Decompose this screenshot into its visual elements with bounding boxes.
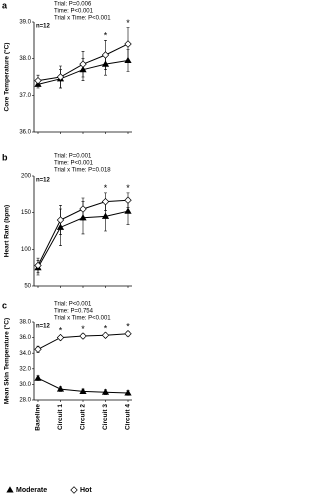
stat-text: Time: P<0.001 bbox=[54, 9, 94, 15]
x-tick-label: Circuit 2 bbox=[80, 404, 87, 430]
significance-mark: * bbox=[59, 326, 63, 336]
y-tick-label: 37.0 bbox=[19, 93, 31, 99]
data-point bbox=[124, 56, 132, 64]
stat-text: Trial: P=0.001 bbox=[54, 154, 92, 160]
data-point bbox=[101, 197, 110, 206]
data-point bbox=[101, 60, 110, 67]
n-label: n=12 bbox=[36, 24, 51, 30]
y-tick-label: 32.0 bbox=[19, 366, 31, 372]
data-point bbox=[79, 387, 87, 394]
significance-mark: * bbox=[104, 31, 108, 41]
data-point bbox=[56, 333, 65, 342]
y-tick-label: 200 bbox=[21, 174, 32, 180]
y-tick-label: 150 bbox=[21, 210, 32, 216]
stat-text: Time: P=0.754 bbox=[54, 309, 94, 315]
data-point bbox=[56, 223, 65, 230]
x-tick-label: Baseline bbox=[35, 404, 42, 431]
y-tick-label: 36.0 bbox=[19, 335, 31, 341]
y-tick-label: 36.0 bbox=[19, 130, 31, 136]
data-point bbox=[34, 345, 42, 353]
n-label: n=12 bbox=[36, 324, 51, 330]
data-point bbox=[56, 385, 65, 392]
data-point bbox=[124, 330, 132, 338]
data-point bbox=[79, 332, 87, 340]
y-tick-label: 28.0 bbox=[19, 398, 31, 404]
stat-text: Trial x Time: P=0.018 bbox=[54, 168, 111, 174]
data-point bbox=[34, 261, 42, 270]
significance-mark: * bbox=[104, 323, 108, 333]
data-point bbox=[79, 205, 87, 213]
data-point bbox=[34, 374, 42, 381]
data-point bbox=[101, 51, 110, 59]
stat-text: Trial: P=0.006 bbox=[54, 2, 92, 8]
y-axis-label: Mean Skin Temperature (°C) bbox=[3, 318, 11, 404]
panel-letter: b bbox=[2, 152, 8, 162]
legend-label: Hot bbox=[80, 487, 92, 494]
y-tick-label: 38.0 bbox=[19, 56, 31, 62]
significance-mark: * bbox=[81, 324, 85, 334]
legend-marker bbox=[70, 486, 78, 494]
y-tick-label: 100 bbox=[21, 247, 32, 253]
data-point bbox=[79, 60, 87, 68]
data-point bbox=[79, 65, 87, 73]
stat-text: Time: P<0.001 bbox=[54, 161, 94, 167]
y-tick-label: 38.0 bbox=[19, 320, 31, 326]
data-point bbox=[101, 212, 110, 219]
data-point bbox=[56, 216, 65, 224]
data-point bbox=[124, 196, 132, 204]
legend-marker bbox=[6, 486, 14, 493]
data-point bbox=[56, 73, 65, 81]
x-tick-label: Circuit 4 bbox=[125, 404, 132, 430]
panel-letter: a bbox=[2, 0, 8, 10]
significance-mark: * bbox=[126, 18, 130, 28]
y-tick-label: 30.0 bbox=[19, 382, 31, 388]
significance-mark: * bbox=[126, 183, 130, 193]
y-tick-label: 39.0 bbox=[19, 20, 31, 26]
data-point bbox=[124, 207, 132, 214]
data-point bbox=[101, 388, 110, 395]
data-point bbox=[124, 389, 132, 396]
data-point bbox=[79, 214, 87, 221]
x-tick-label: Circuit 3 bbox=[102, 404, 109, 430]
x-tick-label: Circuit 1 bbox=[57, 404, 64, 430]
stat-text: Trial x Time: P<0.001 bbox=[54, 316, 111, 322]
y-tick-label: 34.0 bbox=[19, 351, 31, 357]
legend-label: Moderate bbox=[16, 487, 47, 494]
data-point bbox=[101, 331, 110, 339]
significance-mark: * bbox=[104, 183, 108, 193]
y-axis-label: Heart Rate (bpm) bbox=[4, 205, 11, 257]
stat-text: Trial: P<0.001 bbox=[54, 302, 92, 308]
data-point bbox=[34, 76, 42, 85]
y-axis-label: Core Temperature (°C) bbox=[3, 43, 11, 112]
n-label: n=12 bbox=[36, 178, 51, 184]
y-tick-label: 50 bbox=[24, 284, 31, 290]
significance-mark: * bbox=[126, 322, 130, 332]
panel-letter: c bbox=[2, 300, 7, 310]
stat-text: Trial x Time: P<0.001 bbox=[54, 16, 111, 22]
data-point bbox=[124, 40, 132, 48]
